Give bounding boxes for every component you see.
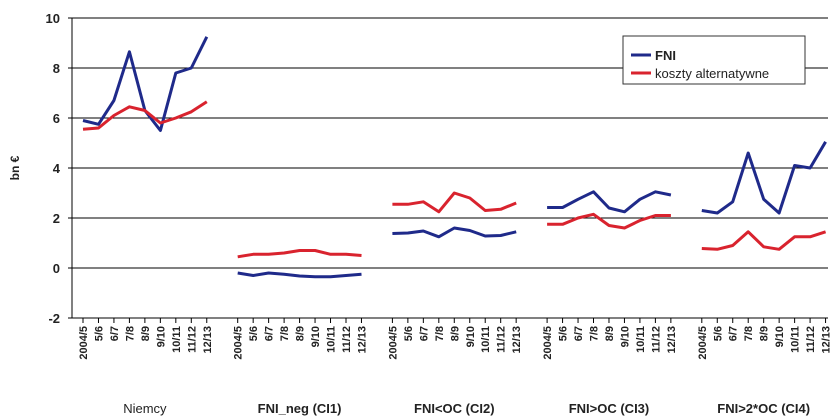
series-line-koszty (82, 100, 208, 131)
x-tick-label: 11/12 (805, 326, 817, 353)
legend-label-fni: FNI (655, 48, 676, 63)
x-tick-label: 9/10 (774, 326, 786, 347)
x-tick-label: 2004/5 (387, 326, 399, 360)
series-line-koszty (547, 212, 671, 230)
x-tick-label: 7/8 (589, 326, 601, 341)
x-tick-label: 8/9 (604, 326, 616, 341)
legend-box (622, 35, 806, 85)
x-tick-label: 9/10 (619, 326, 631, 347)
series-line-fni (237, 271, 362, 279)
x-tick-label: 9/10 (465, 326, 477, 347)
x-tick-label: 8/9 (295, 326, 307, 341)
group-label: Niemcy (123, 401, 167, 416)
group-label: FNI>2*OC (CI4) (717, 401, 810, 416)
y-tick-label: 4 (53, 161, 61, 176)
group-label: FNI<OC (CI2) (414, 401, 495, 416)
series-line-fni (392, 226, 517, 239)
group-labels: Niemcy FNI_neg (CI1) FNI<OC (CI2) FNI>OC (C… (123, 401, 810, 416)
series-line-fni (701, 141, 827, 215)
x-tick-label: 8/9 (759, 326, 771, 341)
y-axis-label: bn € (8, 155, 22, 180)
x-tick-label: 5/6 (558, 326, 570, 341)
x-tick-labels: 2004/5 5/6 6/7 7/8 8/9 9/10 10/11 11/12 12/13 200… (78, 318, 832, 360)
x-tick-label: 6/7 (728, 326, 740, 341)
x-tick-label: 12/13 (821, 326, 832, 354)
y-tick-label: 6 (53, 111, 60, 126)
y-tick-label: 0 (53, 261, 60, 276)
x-tick-label: 7/8 (124, 326, 136, 341)
grid-layer (68, 17, 828, 319)
legend: FNI koszty alternatywne (622, 35, 806, 85)
x-tick-label: 5/6 (712, 326, 724, 341)
x-tick-label: 12/13 (356, 326, 368, 354)
x-tick-label: 6/7 (109, 326, 121, 341)
x-tick-label: 10/11 (480, 326, 492, 353)
x-tick-label: 11/12 (186, 326, 198, 353)
x-tick-label: 5/6 (248, 326, 260, 341)
x-tick-label: 11/12 (496, 326, 508, 353)
group-label: FNI>OC (CI3) (569, 401, 650, 416)
x-tick-label: 11/12 (650, 326, 662, 353)
x-tick-label: 11/12 (341, 326, 353, 353)
legend-label-koszty: koszty alternatywne (655, 66, 769, 81)
group-label: FNI_neg (CI1) (258, 401, 342, 416)
y-tick-label: -2 (48, 311, 60, 326)
y-tick-label: 2 (53, 211, 60, 226)
x-tick-label: 2004/5 (697, 326, 709, 360)
x-tick-label: 12/13 (666, 326, 678, 354)
y-tick-labels: -2 0 2 4 6 8 10 (46, 11, 61, 326)
series-lines (82, 36, 827, 279)
x-tick-label: 7/8 (279, 326, 291, 341)
x-tick-label: 6/7 (264, 326, 276, 341)
x-tick-label: 8/9 (140, 326, 152, 341)
x-tick-label: 5/6 (403, 326, 415, 341)
x-tick-label: 8/9 (449, 326, 461, 341)
x-tick-label: 7/8 (434, 326, 446, 341)
x-tick-label: 9/10 (155, 326, 167, 347)
series-line-fni (547, 190, 672, 214)
series-line-koszty (701, 230, 827, 251)
series-line-koszty (237, 249, 362, 259)
x-tick-label: 10/11 (790, 326, 802, 353)
series-line-koszty (392, 191, 517, 214)
x-tick-label: 2004/5 (78, 326, 90, 360)
y-tick-label: 8 (53, 61, 60, 76)
x-tick-label: 9/10 (310, 326, 322, 347)
x-tick-label: 2004/5 (233, 326, 245, 360)
x-tick-label: 10/11 (171, 326, 183, 353)
x-tick-label: 12/13 (202, 326, 214, 354)
x-tick-label: 5/6 (93, 326, 105, 341)
x-tick-label: 7/8 (743, 326, 755, 341)
x-tick-label: 10/11 (326, 326, 338, 353)
x-tick-label: 6/7 (418, 326, 430, 341)
x-tick-label: 10/11 (635, 326, 647, 353)
x-tick-label: 6/7 (573, 326, 585, 341)
x-tick-label: 2004/5 (542, 326, 554, 360)
series-line-fni (82, 36, 209, 132)
y-tick-label: 10 (46, 11, 60, 26)
x-tick-label: 12/13 (511, 326, 523, 354)
